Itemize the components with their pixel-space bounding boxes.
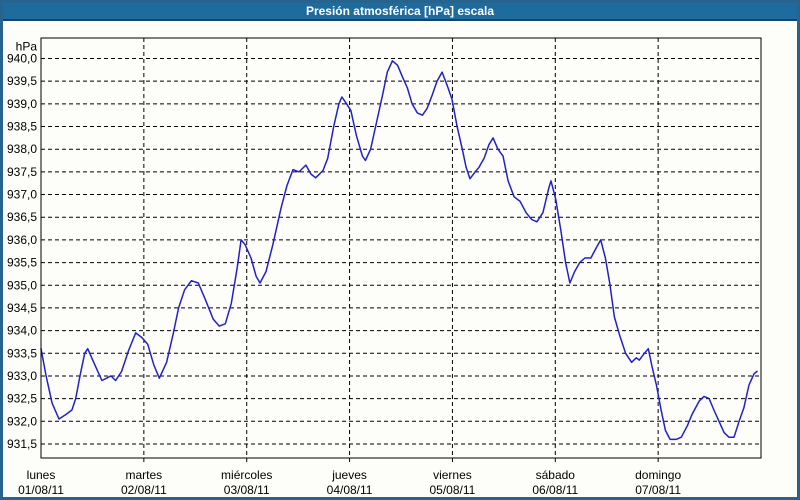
axis-labels: 940,0 939,5 939,0 938,5 938,0 937,5 937,0 936,5… [7, 40, 682, 498]
x-date-label: 05/08/11 [430, 483, 476, 497]
x-day-label: jueves [331, 468, 367, 482]
x-date-label: 06/08/11 [532, 483, 578, 497]
y-tick-label: 939,0 [7, 97, 37, 111]
y-tick-label: 931,5 [7, 437, 37, 451]
y-tick-label: 938,0 [7, 142, 37, 156]
x-date-label: 03/08/11 [224, 483, 270, 497]
x-day-label: domingo [635, 468, 681, 482]
x-date-label: 01/08/11 [18, 483, 64, 497]
y-tick-label: 939,5 [7, 74, 37, 88]
y-axis-unit-label: hPa [16, 40, 38, 54]
x-day-label: miércoles [221, 468, 272, 482]
y-tick-label: 936,5 [7, 210, 37, 224]
x-day-label: martes [126, 468, 163, 482]
y-tick-label: 937,5 [7, 165, 37, 179]
y-tick-label: 935,5 [7, 256, 37, 270]
series [40, 60, 758, 441]
y-tick-label: 933,5 [7, 346, 37, 360]
y-tick-label: 934,5 [7, 301, 37, 315]
y-tick-label: 932,0 [7, 414, 37, 428]
x-date-label: 02/08/11 [121, 483, 167, 497]
x-date-label: 04/08/11 [327, 483, 373, 497]
y-tick-label: 940,0 [7, 52, 37, 66]
pressure-line-chart: 940,0 939,5 939,0 938,5 938,0 937,5 937,0 936,5… [7, 37, 762, 498]
y-tick-label: 938,5 [7, 120, 37, 134]
y-tick-label: 932,5 [7, 392, 37, 406]
gridlines [41, 38, 761, 462]
y-tick-label: 933,0 [7, 369, 37, 383]
x-day-label: viernes [433, 468, 472, 482]
x-day-label: lunes [27, 468, 56, 482]
x-day-label: sábado [536, 468, 576, 482]
pressure-series-line [40, 60, 758, 441]
y-tick-label: 936,0 [7, 233, 37, 247]
y-tick-label: 935,0 [7, 278, 37, 292]
x-date-label: 07/08/11 [635, 483, 681, 497]
chart-title: Presión atmosférica [hPa] escala [305, 4, 495, 18]
y-tick-label: 934,0 [7, 324, 37, 338]
y-tick-label: 937,0 [7, 188, 37, 202]
plot-border [40, 37, 762, 459]
chart-titlebar: Presión atmosférica [hPa] escala [3, 3, 797, 21]
